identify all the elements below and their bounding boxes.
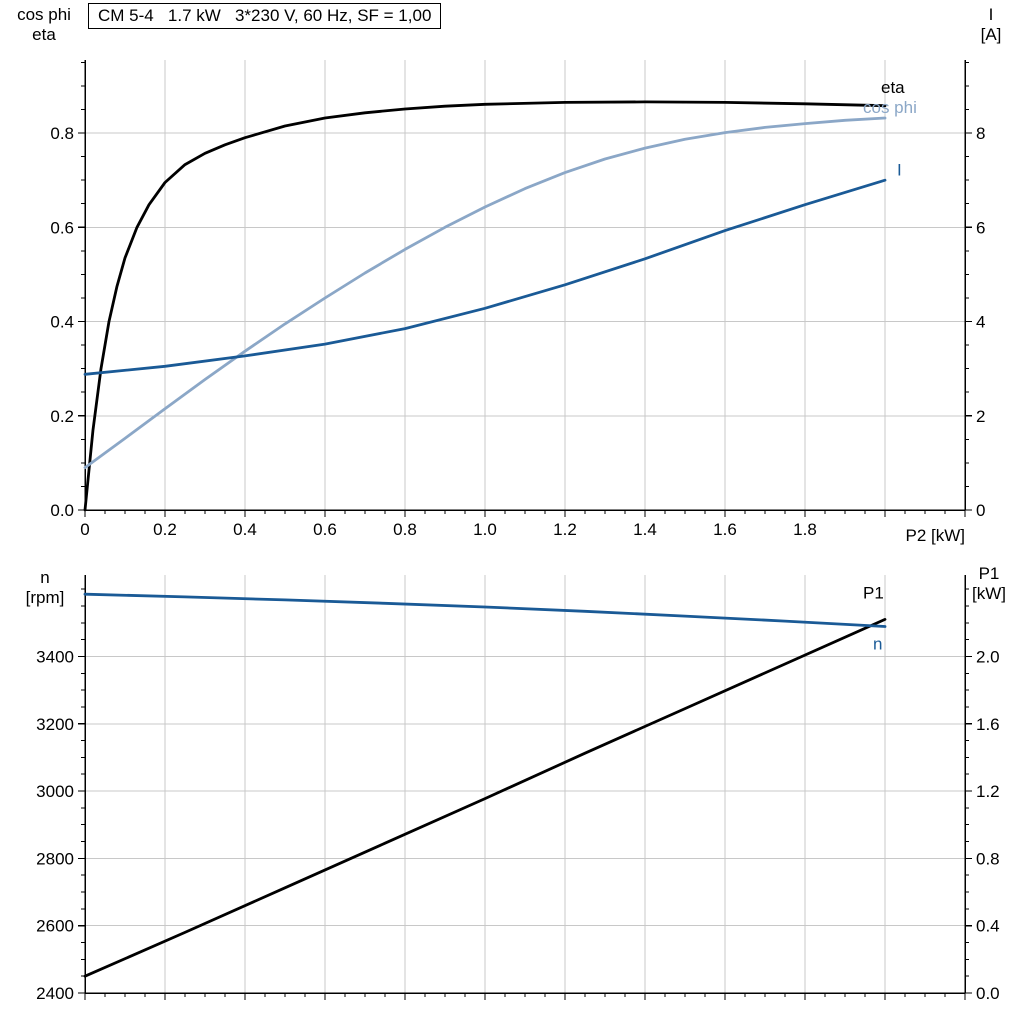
y-left-tick-label: 0.8 <box>50 124 74 143</box>
series-line-cos-phi <box>83 116 887 470</box>
y-left-tick-label: 2600 <box>36 917 74 936</box>
y-right-tick-label: 1.2 <box>976 782 1000 801</box>
y-left-tick-label: 0.0 <box>50 501 74 520</box>
axis-title-line-i: I <box>988 5 994 24</box>
series-label-cos-phi: cos phi <box>863 98 917 117</box>
axis-title-line-cosphi: cos phi <box>17 5 71 24</box>
y-left-tick-label: 0.4 <box>50 313 74 332</box>
series-label-eta: eta <box>881 78 905 97</box>
axis-title-line-kw: [kW] <box>972 584 1006 603</box>
y-left-tick-label: 0.6 <box>50 218 74 237</box>
series-line-n <box>83 592 887 628</box>
y-right-tick-label: 2 <box>976 407 985 426</box>
y-right-tick-label: 1.6 <box>976 715 1000 734</box>
series-label-i: I <box>897 160 902 179</box>
axis-title-line-eta: eta <box>32 25 56 44</box>
x-tick-label: 1.2 <box>553 520 577 539</box>
y-left-tick-label: 3200 <box>36 715 74 734</box>
x-tick-label: 0 <box>80 520 89 539</box>
y-right-tick-label: 2.0 <box>976 647 1000 666</box>
y-left-tick-label: 2800 <box>36 849 74 868</box>
series-line-i <box>83 178 887 376</box>
y-right-tick-label: 4 <box>976 313 985 332</box>
axis-title-current: I [A] <box>964 5 1018 45</box>
y-left-tick-label: 3000 <box>36 782 74 801</box>
y-right-tick-label: 6 <box>976 218 985 237</box>
y-left-tick-label: 2400 <box>36 984 74 1003</box>
chart-top: 0 0.2 0.4 0.6 0.8 1.0 1.2 1.4 1.6 1.8 0.0 0.2 0.4 0.6… <box>50 60 985 539</box>
x-tick-label: 1.6 <box>713 520 737 539</box>
axis-title-cosphi-eta: cos phi eta <box>4 5 84 45</box>
y-right-tick-label: 0.8 <box>976 849 1000 868</box>
y-right-tick-label: 8 <box>976 124 985 143</box>
axis-title-line-rpm: [rpm] <box>25 588 65 607</box>
x-axis-title-p2: P2 [kW] <box>905 526 965 545</box>
series-label-n: n <box>873 635 882 654</box>
y-right-tick-label: 0 <box>976 501 985 520</box>
chart-bottom: 2400 2600 2800 3000 3200 3400 0.0 0.4 0.8 1.2 1.6 2… <box>36 575 1000 1003</box>
axis-title-speed: n [rpm] <box>4 568 86 608</box>
x-tick-label: 1.0 <box>473 520 497 539</box>
axis-title-p1: P1 [kW] <box>958 564 1020 604</box>
series-label-p1: P1 <box>863 583 884 602</box>
y-left-tick-label: 0.2 <box>50 407 74 426</box>
chart-title-box: CM 5-4 1.7 kW 3*230 V, 60 Hz, SF = 1,00 <box>88 3 442 29</box>
x-tick-label: 1.8 <box>793 520 817 539</box>
x-tick-label: 0.2 <box>153 520 177 539</box>
x-tick-label: 0.4 <box>233 520 257 539</box>
y-left-tick-label: 3400 <box>36 647 74 666</box>
axis-title-line-n: n <box>40 568 50 587</box>
y-right-tick-label: 0.0 <box>976 984 1000 1003</box>
series-line-eta <box>83 100 887 512</box>
y-right-tick-label: 0.4 <box>976 917 1000 936</box>
x-tick-label: 1.4 <box>633 520 657 539</box>
x-tick-label: 0.6 <box>313 520 337 539</box>
x-tick-label: 0.8 <box>393 520 417 539</box>
axis-title-line-p1: P1 <box>978 564 1000 583</box>
series-line-p1 <box>83 618 887 978</box>
axis-title-line-amps: [A] <box>980 25 1002 44</box>
